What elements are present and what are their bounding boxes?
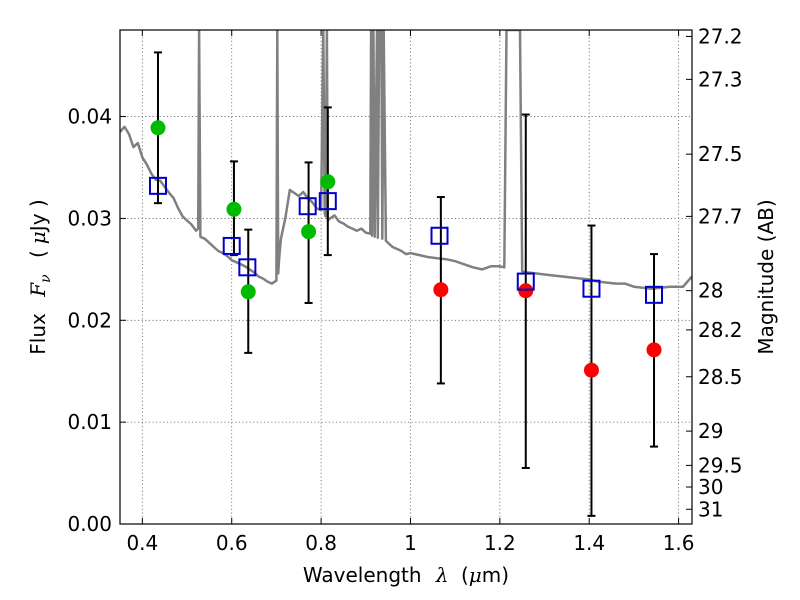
green-points-layer — [150, 120, 336, 300]
magnitude-tick-label: 28 — [698, 279, 723, 303]
model-photometry-square — [516, 272, 535, 291]
model-spectrum-line — [120, 30, 692, 290]
y-axis-label: Flux Fν ( μJy ) — [26, 199, 55, 354]
magnitude-axis-label: Magnitude (AB) — [754, 199, 778, 354]
green-point — [240, 284, 256, 300]
green-point — [320, 174, 336, 190]
y-axis-label-unit-open: ( — [26, 250, 50, 258]
y-axis-label-subscript: ν — [38, 274, 54, 283]
model-photometry-square — [318, 192, 337, 211]
y-tick-label: 0.03 — [67, 206, 112, 230]
x-axis-label: Wavelength λ (μm) — [303, 563, 509, 587]
magnitude-tick-label: 30 — [698, 475, 723, 499]
x-axis-label-unit-open: ( — [461, 563, 469, 587]
model-photometry-square — [238, 258, 257, 277]
x-tick-label: 0.4 — [126, 531, 158, 555]
x-axis-label-text: Wavelength — [303, 563, 422, 587]
x-tick-label: 1.4 — [573, 531, 605, 555]
x-axis-label-symbol: λ — [435, 563, 449, 587]
x-tick-label: 1.6 — [663, 531, 695, 555]
green-point — [150, 120, 166, 136]
x-tick-label: 0.6 — [216, 531, 248, 555]
red-point — [583, 362, 599, 378]
grid — [120, 30, 692, 525]
y-axis-label-unit-close: Jy ) — [26, 199, 50, 233]
magnitude-tick-label: 28.5 — [698, 365, 743, 389]
green-point — [226, 201, 242, 217]
x-tick-label: 0.8 — [305, 531, 337, 555]
magnitude-tick-label: 31 — [698, 497, 723, 521]
y-tick-label: 0.00 — [67, 512, 112, 536]
model-photometry-layer — [148, 176, 664, 304]
y-axis-label-unit-mu: μ — [26, 231, 50, 244]
y-axis-label-text: Flux — [26, 313, 50, 355]
x-tick-label: 1 — [404, 531, 417, 555]
model-photometry-square — [645, 285, 664, 304]
model-photometry-square — [430, 226, 449, 245]
x-axis-ticks: 0.4 0.6 0.8 1 1.2 1.4 1.6 — [126, 30, 695, 555]
model-photometry-square — [582, 279, 601, 298]
magnitude-tick-label: 27.3 — [698, 67, 743, 91]
magnitude-tick-label: 27.2 — [698, 24, 743, 48]
red-points-layer — [433, 282, 662, 378]
errorbar-layer — [153, 51, 659, 517]
y-tick-label: 0.04 — [67, 105, 112, 129]
plot-frame — [119, 29, 693, 525]
y-tick-label: 0.02 — [67, 308, 112, 332]
model-photometry-square — [148, 176, 167, 195]
red-point — [433, 282, 449, 298]
magnitude-tick-label: 29 — [698, 419, 723, 443]
model-photometry-square — [222, 236, 241, 255]
x-axis-label-unit-close: m) — [482, 563, 509, 587]
y-tick-label: 0.01 — [67, 410, 112, 434]
x-tick-label: 1.2 — [484, 531, 516, 555]
x-axis-label-unit-mu: μ — [469, 563, 482, 587]
model-spectrum-layer — [120, 30, 692, 290]
model-photometry-square — [298, 197, 317, 216]
red-point — [646, 342, 662, 358]
magnitude-tick-label: 29.5 — [698, 453, 743, 477]
green-point — [301, 224, 317, 240]
y-axis-ticks: 0.00 0.01 0.02 0.03 0.04 — [67, 105, 126, 536]
magnitude-tick-label: 27.7 — [698, 204, 743, 228]
y-axis-label-symbol: F — [26, 282, 50, 298]
magnitude-tick-label: 28.2 — [698, 318, 743, 342]
magnitude-tick-label: 27.5 — [698, 142, 743, 166]
red-point — [518, 283, 534, 299]
